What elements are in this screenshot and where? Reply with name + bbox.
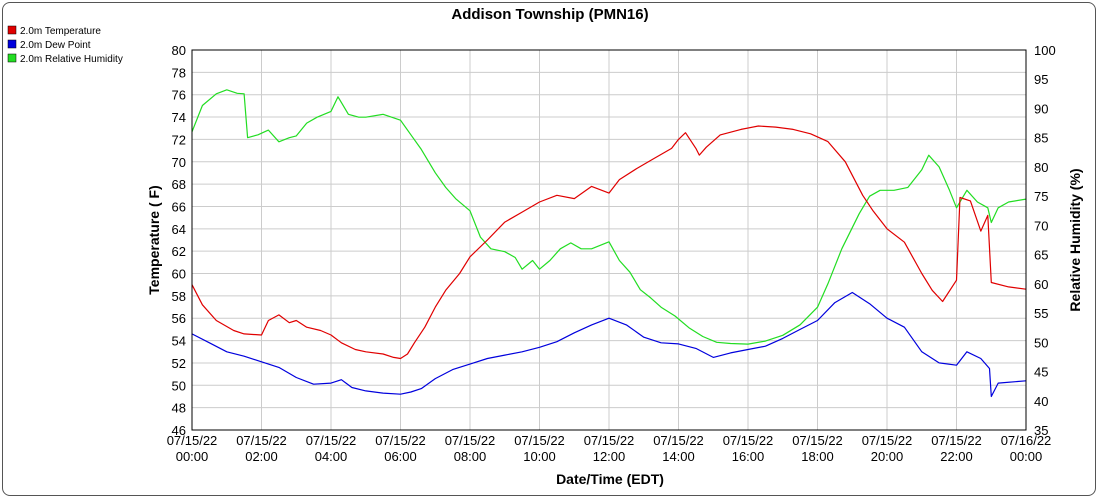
legend-label: 2.0m Dew Point	[20, 40, 91, 51]
y-tick-label: 76	[172, 88, 186, 103]
x-axis-label: Date/Time (EDT)	[556, 471, 664, 487]
legend-swatch	[7, 53, 17, 63]
y2-tick-label: 95	[1034, 72, 1048, 87]
y-tick-label: 78	[172, 65, 186, 80]
y-tick-label: 52	[172, 356, 186, 371]
x-tick-date: 07/15/22	[236, 433, 287, 448]
x-tick-date: 07/15/22	[653, 433, 704, 448]
y2-tick-label: 80	[1034, 160, 1048, 175]
series-group	[191, 89, 1027, 398]
x-tick-date: 07/15/22	[862, 433, 913, 448]
plot-border	[191, 49, 1027, 431]
x-tick-date: 07/15/22	[306, 433, 357, 448]
x-tick-time: 22:00	[940, 449, 973, 464]
x-tick-date: 07/15/22	[167, 433, 218, 448]
legend-label: 2.0m Relative Humidity	[20, 54, 123, 65]
x-tick-time: 12:00	[593, 449, 626, 464]
y-tick-label: 54	[172, 334, 186, 349]
y-tick-label: 74	[172, 110, 186, 125]
x-tick-date: 07/15/22	[584, 433, 635, 448]
left-axis-ticks: 46 48 50 52 54 56 58 60 62 64 66 68 70 72 74 76 78 80	[172, 43, 186, 438]
y2-tick-label: 65	[1034, 248, 1048, 263]
y2-tick-label: 35	[1034, 423, 1048, 438]
right-axis-ticks: 35 40 45 50 55 60 65 70 75 80 85 90 95 100	[1034, 43, 1056, 438]
y-tick-label: 50	[172, 378, 186, 393]
y2-tick-label: 40	[1034, 394, 1048, 409]
y-tick-label: 62	[172, 244, 186, 259]
series-line-2-0m-temperature	[191, 125, 1027, 360]
x-tick-time: 04:00	[315, 449, 348, 464]
y-tick-label: 58	[172, 289, 186, 304]
y2-tick-label: 70	[1034, 218, 1048, 233]
x-tick-time: 00:00	[1010, 449, 1043, 464]
y2-tick-label: 90	[1034, 101, 1048, 116]
x-tick-date: 07/15/22	[445, 433, 496, 448]
x-tick-time: 18:00	[801, 449, 834, 464]
x-tick-time: 16:00	[732, 449, 765, 464]
y-tick-label: 48	[172, 401, 186, 416]
y-tick-label: 72	[172, 132, 186, 147]
legend: 2.0m Temperature 2.0m Dew Point 2.0m Relat…	[7, 25, 123, 65]
x-tick-time: 10:00	[523, 449, 556, 464]
x-tick-time: 02:00	[245, 449, 278, 464]
x-tick-time: 00:00	[176, 449, 209, 464]
y2-tick-label: 60	[1034, 277, 1048, 292]
x-tick-date: 07/15/22	[792, 433, 843, 448]
x-tick-date: 07/16/22	[1001, 433, 1052, 448]
x-axis-ticks: 07/15/2200:0007/15/2202:0007/15/2204:000…	[167, 433, 1052, 464]
y2-tick-label: 55	[1034, 306, 1048, 321]
y-tick-label: 64	[172, 222, 186, 237]
y-tick-label: 60	[172, 267, 186, 282]
x-tick-date: 07/15/22	[723, 433, 774, 448]
x-tick-time: 06:00	[384, 449, 417, 464]
y-tick-label: 66	[172, 199, 186, 214]
legend-swatch	[7, 39, 17, 49]
y2-tick-label: 75	[1034, 189, 1048, 204]
series-line-2-0m-relative-humidity	[191, 89, 1027, 345]
y2-axis-label: Relative Humidity (%)	[1067, 168, 1083, 311]
y2-tick-label: 85	[1034, 131, 1048, 146]
x-tick-date: 07/15/22	[514, 433, 565, 448]
chart-title: Addison Township (PMN16)	[451, 6, 648, 23]
y2-tick-label: 50	[1034, 335, 1048, 350]
x-tick-time: 14:00	[662, 449, 695, 464]
y2-tick-label: 100	[1034, 43, 1056, 58]
y-tick-label: 46	[172, 423, 186, 438]
legend-label: 2.0m Temperature	[20, 26, 101, 37]
legend-swatch	[7, 25, 17, 35]
y-tick-label: 56	[172, 311, 186, 326]
x-tick-time: 20:00	[871, 449, 904, 464]
series-line-2-0m-dew-point	[191, 291, 1027, 398]
y2-tick-label: 45	[1034, 365, 1048, 380]
y-tick-label: 70	[172, 155, 186, 170]
x-tick-date: 07/15/22	[931, 433, 982, 448]
x-tick-time: 08:00	[454, 449, 487, 464]
y-tick-label: 68	[172, 177, 186, 192]
y-tick-label: 80	[172, 43, 186, 58]
x-tick-date: 07/15/22	[375, 433, 426, 448]
y-axis-label: Temperature ( F)	[146, 185, 162, 294]
